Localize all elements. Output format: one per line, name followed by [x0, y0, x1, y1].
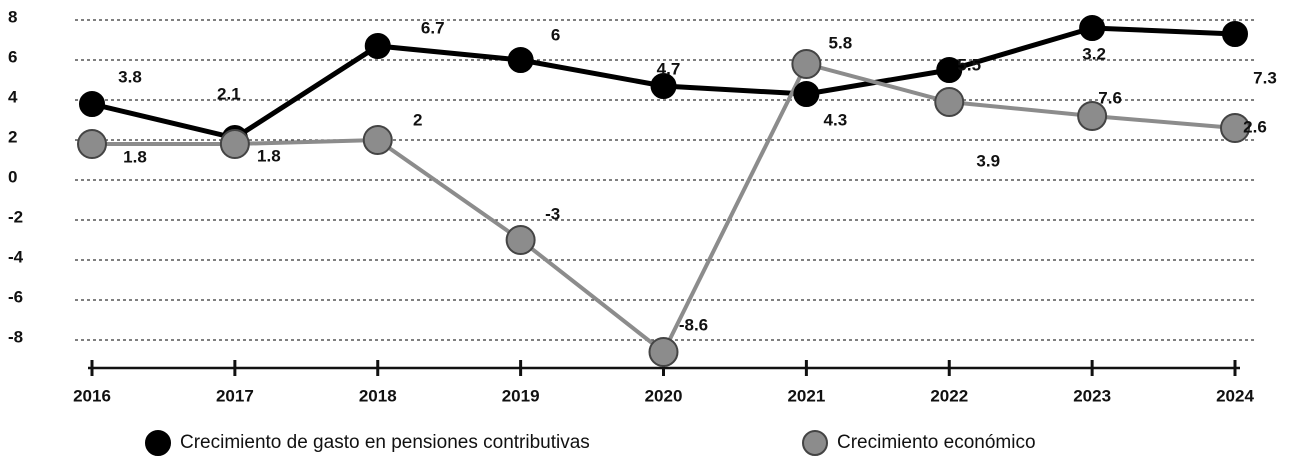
data-label: 1.8	[123, 147, 147, 166]
x-tick-label: 2018	[359, 386, 397, 405]
y-tick-label: -2	[8, 207, 23, 226]
point	[505, 225, 536, 255]
data-label: 5.8	[829, 33, 853, 52]
y-tick-label: 2	[8, 127, 17, 146]
point	[1222, 21, 1248, 47]
x-tick-label: 2019	[502, 386, 540, 405]
x-tick-label: 2023	[1073, 386, 1111, 405]
y-tick-label: 8	[8, 7, 17, 26]
data-label: 4.3	[824, 110, 848, 129]
point	[79, 91, 105, 117]
x-tick-label: 2022	[930, 386, 968, 405]
legend-marker	[802, 430, 828, 456]
legend-label: Crecimiento de gasto en pensiones contri…	[180, 432, 590, 453]
point	[1079, 15, 1106, 41]
data-label: -3	[545, 204, 560, 223]
data-label: 7.3	[1253, 68, 1277, 87]
x-tick-label: 2020	[645, 386, 683, 405]
data-label: 2.6	[1243, 117, 1267, 136]
legend-label: Crecimiento económico	[837, 432, 1036, 453]
y-tick-label: -6	[8, 287, 23, 306]
point	[936, 57, 963, 83]
point	[362, 125, 393, 155]
point	[793, 81, 820, 107]
y-tick-label: -8	[8, 327, 23, 346]
data-label: 5.5	[957, 55, 981, 74]
legend-marker	[145, 430, 171, 456]
x-tick-label: 2016	[73, 386, 111, 405]
x-tick-label: 2024	[1216, 386, 1254, 405]
point	[1077, 101, 1108, 131]
x-tick-label: 2017	[216, 386, 254, 405]
data-label: 2.1	[217, 84, 241, 103]
data-label: 3.2	[1082, 44, 1106, 63]
point	[791, 49, 822, 79]
point	[507, 47, 534, 73]
point	[77, 129, 107, 159]
data-label: 1.8	[257, 146, 281, 165]
y-tick-label: -4	[8, 247, 24, 266]
data-label: 4.7	[657, 59, 681, 78]
data-label: 3.9	[976, 151, 1000, 170]
point	[650, 73, 677, 99]
point	[648, 337, 679, 367]
data-label: 7.6	[1098, 88, 1122, 107]
point	[364, 33, 391, 59]
data-label: 6	[551, 25, 560, 44]
y-tick-label: 6	[8, 47, 17, 66]
point	[934, 87, 965, 117]
point	[219, 129, 250, 159]
data-label: 6.7	[421, 18, 445, 37]
data-label: 2	[413, 110, 422, 129]
series-line	[92, 61, 1236, 356]
x-tick-label: 2021	[787, 386, 825, 405]
point	[1220, 113, 1250, 143]
y-tick-label: 0	[8, 167, 17, 186]
data-label: 3.8	[118, 67, 142, 86]
y-tick-label: 4	[8, 87, 18, 106]
data-label: -8.6	[679, 315, 708, 334]
